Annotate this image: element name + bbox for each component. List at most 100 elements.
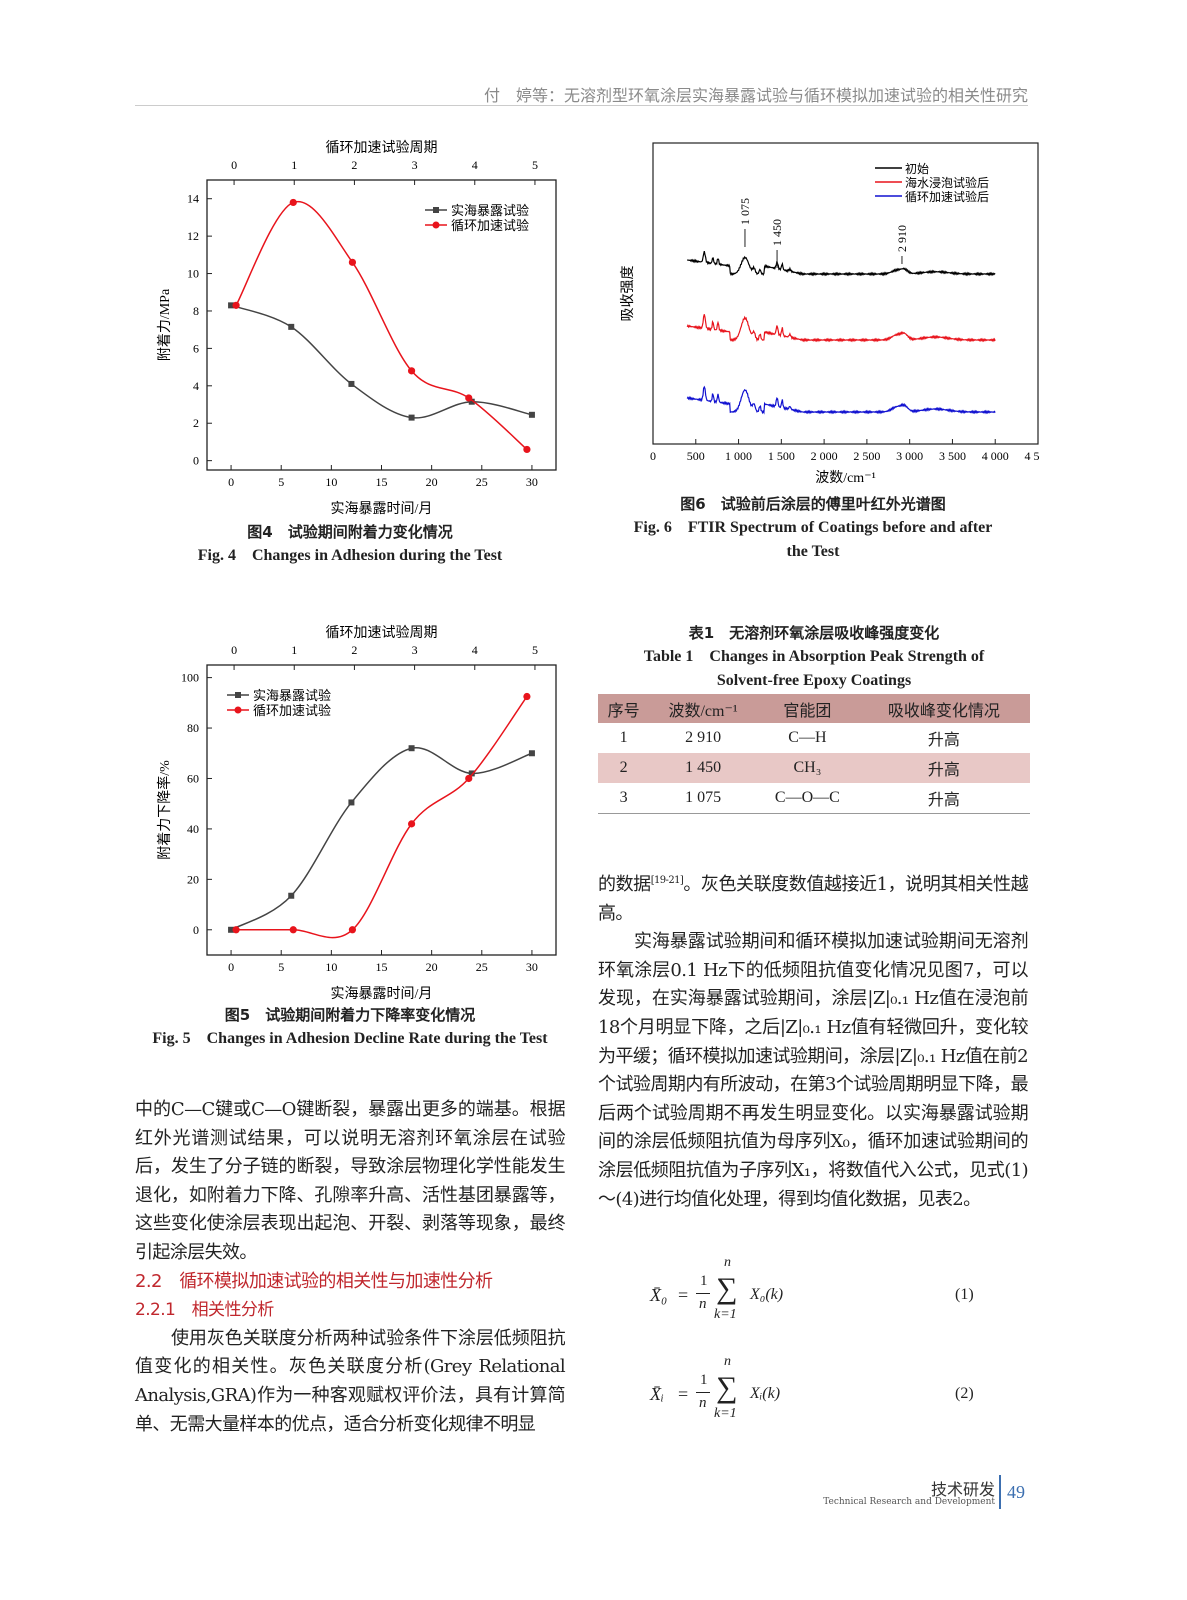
y-tick-label: 6 (193, 341, 199, 355)
series-curve (235, 200, 528, 450)
data-point (468, 398, 475, 405)
data-point (408, 414, 415, 421)
data-point (348, 926, 357, 934)
cell: 1 (619, 729, 628, 746)
series-curve (230, 747, 533, 931)
y-tick-label: 0 (193, 454, 199, 468)
top-tick-label: 0 (231, 158, 237, 172)
data-point (232, 926, 240, 934)
y-tick-label: 10 (187, 267, 199, 281)
data-point (523, 692, 531, 701)
cell: 升高 (927, 732, 960, 749)
data-point (289, 198, 297, 207)
col-header: 序号 (598, 694, 650, 723)
sigma-symbol: ∑ (716, 1371, 738, 1404)
x-tick-label: 30 (526, 960, 538, 974)
x-tick-label: 5 (278, 475, 284, 489)
sum-upper: n (724, 1354, 731, 1369)
footer-divider (999, 1475, 1001, 1509)
eq-rhs: X₀(k) (750, 1286, 784, 1303)
legend-marker (432, 221, 440, 229)
eq-lhs: X̄₀ (650, 1285, 668, 1305)
x-tick-label: 25 (476, 960, 488, 974)
col-header: 吸收峰变化情况 (857, 694, 1030, 723)
data-point (528, 411, 535, 418)
top-tick-label: 2 (351, 158, 357, 172)
legend-label: 循环加速试验 (451, 218, 529, 233)
x-axis-title: 波数/cm⁻¹ (815, 470, 876, 486)
data-point (408, 745, 415, 752)
x-axis-title: 实海暴露时间/月 (331, 986, 433, 1002)
figure-5-caption: 图5 试验期间附着力下降率变化情况 Fig. 5 Changes in Adhe… (120, 1003, 580, 1051)
top-tick-label: 5 (532, 158, 538, 172)
citation: [19-21] (650, 875, 684, 886)
caption-cn: 图5 试验期间附着力下降率变化情况 (224, 1006, 476, 1024)
cell: 2 910 (685, 729, 722, 746)
data-point (289, 926, 297, 934)
paragraph: 的数据[19-21]。灰色关联度数值越接近1，说明其相关性越高。 (598, 867, 1029, 928)
eq-number: (2) (955, 1385, 974, 1402)
data-point (232, 301, 240, 309)
frac-bar (696, 1293, 710, 1294)
col-header: 波数/cm⁻¹ (649, 694, 757, 723)
x-tick-label: 3 500 (939, 449, 966, 463)
y-tick-label: 12 (187, 229, 199, 243)
table-title-en-cont: Solvent-free Epoxy Coatings (716, 672, 912, 689)
y-tick-label: 2 (193, 416, 199, 430)
caption-en: Fig. 4 Changes in Adhesion during the Te… (197, 547, 503, 564)
x-tick-label: 0 (228, 960, 234, 974)
caption-en: Fig. 6 FTIR Spectrum of Coatings before … (633, 519, 993, 536)
cell: 1 450 (649, 753, 757, 783)
cell: 2 (598, 753, 650, 783)
x-tick-label: 500 (687, 449, 705, 463)
sum-lower: k=1 (714, 1406, 737, 1421)
table-title-en: Table 1 Changes in Absorption Peak Stren… (643, 648, 985, 665)
frac-bar (696, 1392, 710, 1393)
top-axis-title: 循环加速试验周期 (326, 140, 438, 156)
data-point (407, 820, 416, 828)
sum-lower: k=1 (714, 1307, 737, 1322)
sigma-symbol: ∑ (716, 1272, 738, 1305)
top-tick-label: 0 (231, 643, 237, 657)
cell: 3 (598, 783, 650, 814)
x-tick-label: 5 (278, 960, 284, 974)
spectrum-line (686, 314, 996, 343)
data-point (468, 770, 475, 777)
data-point (228, 926, 235, 933)
subsection-heading: 2.2.1 相关性分析 (135, 1300, 274, 1321)
legend-label: 实海暴露试验 (253, 688, 331, 703)
eq-rhs: Xᵢ(k) (750, 1385, 781, 1402)
top-tick-label: 3 (412, 158, 418, 172)
y-tick-label: 4 (193, 379, 199, 393)
x-tick-label: 20 (426, 475, 438, 489)
eq-sign: = (678, 1285, 689, 1305)
x-tick-label: 1 000 (725, 449, 752, 463)
y-tick-label: 40 (187, 822, 199, 836)
cell: 升高 (857, 753, 1030, 783)
peak-label: 1 075 (738, 198, 752, 225)
x-tick-label: 30 (526, 475, 538, 489)
eq-frac-num: 1 (700, 1372, 708, 1388)
series-curve (236, 696, 528, 939)
data-point (288, 892, 295, 899)
text: 的数据 (598, 874, 651, 895)
x-tick-label: 4 000 (982, 449, 1009, 463)
section-heading: 2.2 循环模拟加速试验的相关性与加速性分析 (135, 1270, 493, 1292)
paragraph: 使用灰色关联度分析两种试验条件下涂层低频阻抗值变化的相关性。灰色关联度分析(Gr… (135, 1327, 566, 1435)
data-point (523, 445, 531, 454)
spectrum-line (686, 385, 996, 415)
y-tick-label: 80 (187, 721, 199, 735)
figure-6-caption: 图6 试验前后涂层的傅里叶红外光谱图 Fig. 6 FTIR Spectrum … (598, 492, 1028, 564)
x-tick-label: 10 (325, 475, 337, 489)
x-tick-label: 0 (650, 449, 656, 463)
legend-label: 初始 (905, 162, 929, 176)
y-tick-label: 0 (193, 923, 199, 937)
cell: 1 075 (649, 783, 757, 814)
sum-upper: n (724, 1255, 731, 1270)
top-axis-title: 循环加速试验周期 (326, 625, 438, 641)
caption-cn: 图6 试验前后涂层的傅里叶红外光谱图 (680, 495, 946, 513)
